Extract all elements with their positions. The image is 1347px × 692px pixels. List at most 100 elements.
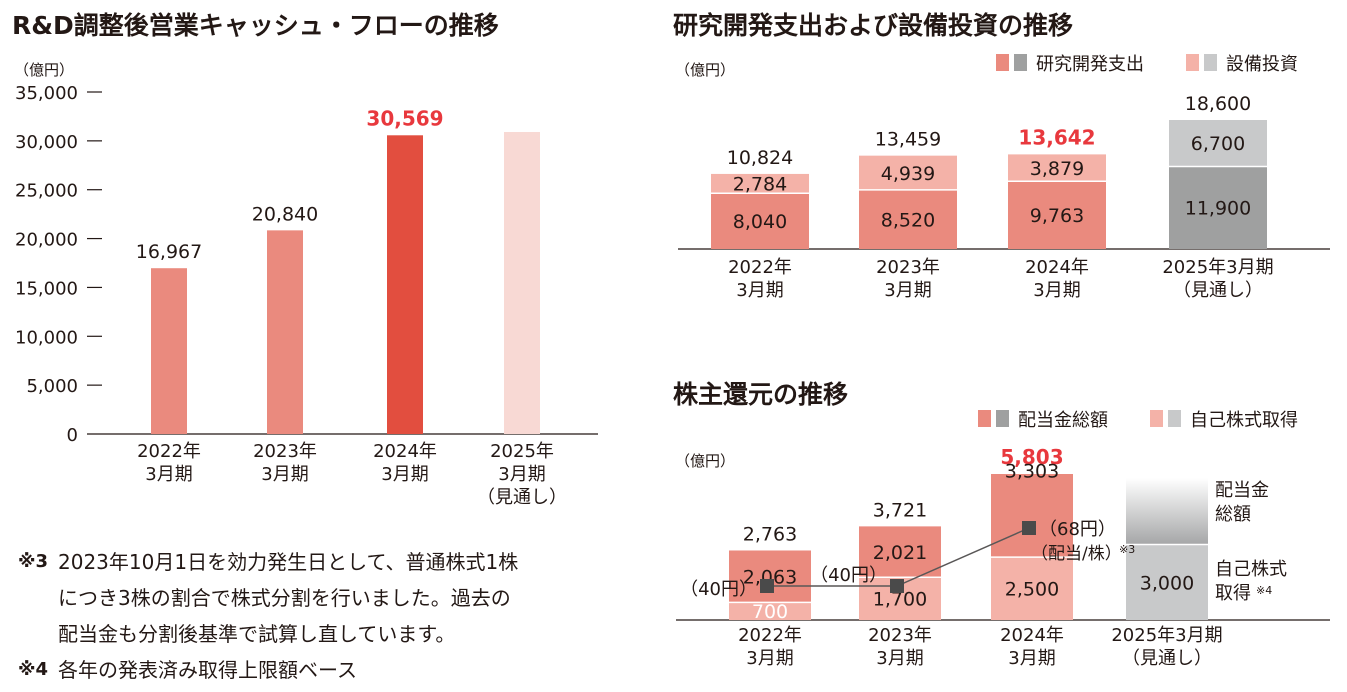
chart2-legend-swatch-rd: [996, 54, 1009, 71]
chart2-rd-label: 9,763: [1030, 205, 1084, 227]
chart1-y-tick: 10,000: [15, 327, 78, 348]
chart2-capex-label: 6,700: [1191, 133, 1245, 155]
chart2-category-label: 3月期: [1033, 280, 1080, 301]
chart3-category-label: 3月期: [1008, 648, 1055, 669]
chart2-bar-rd: [859, 189, 957, 249]
chart2-bar-capex: [711, 173, 809, 194]
chart2-legend-swatch-rd-forecast: [1014, 54, 1027, 71]
chart1-value-label: 30,569: [366, 106, 443, 130]
chart3-bar-buyback-forecast: [1126, 544, 1208, 620]
chart3-forecast-dividend-label: 総額: [1215, 504, 1251, 525]
chart3-dps-sublabel-note: ※3: [1119, 543, 1135, 556]
chart1-category-label: 2025年: [490, 441, 554, 462]
chart3-bar-dividend: [729, 550, 811, 603]
chart3-total-label: 5,803: [1000, 445, 1063, 469]
footnote-3-mark: ※3: [18, 551, 49, 572]
chart3-buyback-label: 3,000: [1140, 572, 1194, 594]
chart2-bar-rd: [1008, 181, 1106, 249]
chart1-y-tick: 0: [67, 425, 78, 446]
chart3-title: 株主還元の推移: [673, 380, 848, 409]
chart2-bar-rd: [711, 193, 809, 249]
chart1-value-label: 20,840: [252, 203, 318, 225]
chart2-total-label: 13,459: [875, 129, 941, 151]
footnote-3-line-3: 配当金も分割後基準で試算し直しています。: [58, 622, 456, 646]
chart2-bar-capex: [859, 155, 957, 190]
chart1-bar: [267, 230, 303, 434]
chart3-category-label: （見通し）: [1122, 648, 1212, 669]
chart3-dividend-label: 2,021: [873, 542, 927, 564]
chart3-category-label: 2022年: [738, 625, 802, 646]
chart1-y-tick: 5,000: [26, 376, 78, 397]
chart2-total-label: 13,642: [1018, 125, 1095, 149]
chart1-category-label: 2023年: [253, 441, 317, 462]
footnote-4: ※4 各年の発表済み取得上限額ベース: [18, 652, 618, 688]
chart3-legend-swatch-dividend-forecast: [996, 410, 1009, 427]
chart2-capex-label: 4,939: [881, 163, 935, 185]
chart3-total-label: 3,721: [873, 499, 927, 521]
chart3-buyback-label: 700: [752, 601, 788, 623]
chart1-value-label: 16,967: [136, 241, 202, 263]
footnote-3-line-1: 2023年10月1日を効力発生日として、普通株式1株: [58, 550, 519, 574]
chart3-dps-label: （40円）: [680, 579, 757, 600]
chart3-forecast-buyback-label: 自己株式: [1215, 559, 1287, 580]
chart3-legend-swatch-buyback-forecast: [1168, 410, 1181, 427]
chart3-bar-dividend: [859, 526, 941, 578]
chart3-dividend-label: 2,063: [743, 566, 797, 588]
chart2-bar-capex: [1008, 154, 1106, 182]
chart2-legend-label: 研究開発支出: [1036, 54, 1144, 75]
chart3-legend-swatch-dividend: [978, 410, 991, 427]
chart2-total-label: 18,600: [1185, 93, 1251, 115]
chart3-legend-label: 自己株式取得: [1190, 410, 1298, 431]
chart3-dps-label: （40円）: [810, 565, 887, 586]
chart1-category-label: 2022年: [137, 441, 201, 462]
chart3-legend-label: 配当金総額: [1018, 410, 1108, 431]
chart2-legend-label: 設備投資: [1226, 54, 1298, 75]
chart2-category-label: 2023年: [876, 257, 940, 278]
chart1-category-label: 3月期: [498, 464, 545, 485]
chart2-capex-label: 3,879: [1030, 158, 1084, 180]
chart2-category-label: 2022年: [728, 257, 792, 278]
chart2-capex-label: 2,784: [733, 174, 787, 196]
chart2-legend-swatch-capex-forecast: [1204, 54, 1217, 71]
chart3-dps-sublabel: （配当/株）: [1031, 544, 1122, 564]
footnote-3-line-2: につき3株の割合で株式分割を行いました。過去の: [58, 586, 511, 610]
chart1-y-tick: 15,000: [15, 278, 78, 299]
chart3-bar-dividend: [991, 474, 1073, 558]
chart1-category-label: 3月期: [261, 464, 308, 485]
chart1-bar: [151, 268, 187, 434]
chart2-title: 研究開発支出および設備投資の推移: [673, 11, 1073, 40]
chart1-y-tick: 35,000: [15, 83, 78, 104]
chart1-bar: [387, 135, 423, 435]
chart3-total-label: 2,763: [743, 523, 797, 545]
chart3-category-label: 2024年: [1000, 625, 1064, 646]
chart3-dps-marker: [890, 579, 904, 593]
chart1-category-label: （見通し）: [477, 487, 567, 508]
chart1-unit: （億円）: [14, 61, 74, 79]
chart2-unit: （億円）: [675, 61, 735, 79]
chart3-dps-label: （68円）: [1039, 519, 1116, 540]
chart1-y-tick: 20,000: [15, 230, 78, 251]
chart2-category-label: （見通し）: [1173, 280, 1263, 301]
chart2-total-label: 10,824: [727, 147, 793, 169]
chart3-forecast-buyback-label: 取得: [1215, 583, 1251, 604]
chart1-category-label: 3月期: [145, 464, 192, 485]
chart3-unit: （億円）: [675, 452, 735, 470]
chart3-bar-buyback: [991, 557, 1073, 620]
chart3-category-label: 3月期: [746, 648, 793, 669]
chart3-forecast-buyback-note: ※4: [1256, 584, 1272, 597]
chart3-dividend-label: 3,303: [1005, 461, 1059, 483]
chart2-rd-label: 11,900: [1185, 198, 1251, 220]
chart3-buyback-label: 1,700: [873, 589, 927, 611]
footnote-3: ※3 2023年10月1日を効力発生日として、普通株式1株 につき3株の割合で株…: [18, 544, 618, 688]
chart2-category-label: 3月期: [736, 280, 783, 301]
chart3-dps-marker: [1022, 521, 1036, 535]
chart2-category-label: 3月期: [884, 280, 931, 301]
chart2-rd-label: 8,520: [881, 209, 935, 231]
chart1-y-tick: 30,000: [15, 132, 78, 153]
chart2-legend-swatch-capex: [1186, 54, 1199, 71]
chart3-legend-swatch-buyback: [1150, 410, 1163, 427]
footnote-4-mark: ※4: [18, 659, 49, 680]
chart2-bar-rd: [1169, 166, 1267, 249]
chart2-rd-label: 8,040: [733, 211, 787, 233]
